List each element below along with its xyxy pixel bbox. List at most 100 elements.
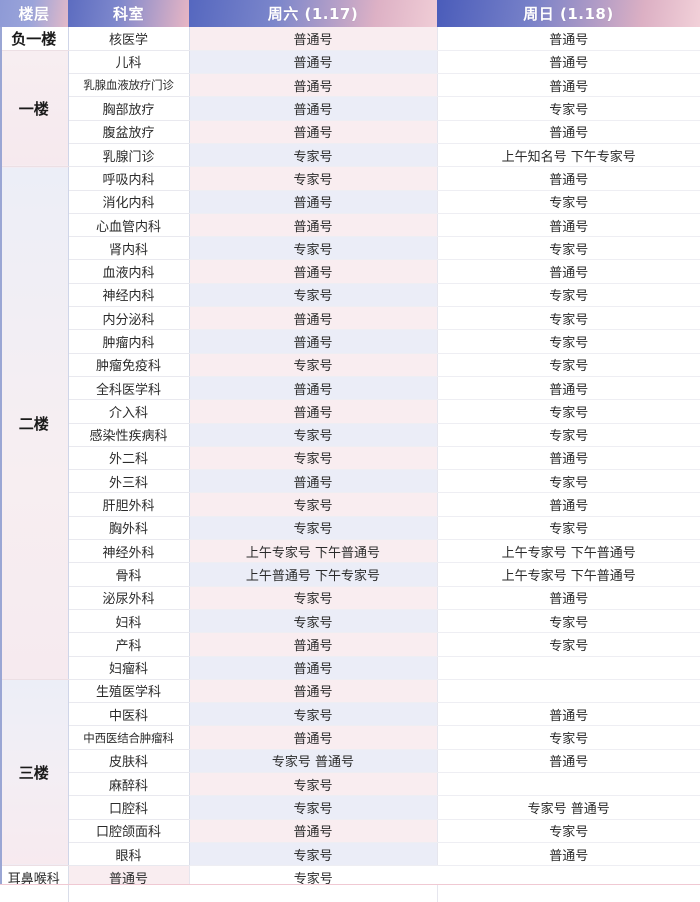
sunday-availability-cell [437,679,700,704]
department-name-cell: 乳腺血液放疗门诊 [68,73,190,98]
table-row: 血液内科 普通号 普通号 [0,259,700,284]
table-row: 一楼 儿科 普通号 普通号 [0,50,700,168]
saturday-availability-cell: 专家号 [189,772,438,797]
saturday-availability-cell: 专家号 [189,283,438,308]
sunday-availability-cell: 普通号 [437,702,700,727]
saturday-availability-cell: 专家号 [189,423,438,447]
saturday-availability-cell: 上午普通号 下午专家号 [189,562,438,587]
table-row: 妇瘤科 普通号 [0,656,700,680]
department-name-cell: 口腔科 [68,795,190,820]
department-name-cell: 外二科 [68,446,190,471]
sunday-availability-cell: 普通号 [437,376,700,401]
department-name-cell: 妇瘤科 [68,656,190,680]
table-row: 泌尿外科 专家号 普通号 [0,586,700,610]
department-name-cell: 心血管内科 [68,213,190,238]
department-name-cell: 眼科 [68,842,190,867]
saturday-availability-cell: 普通号 [189,725,438,750]
table-row: 眼科 专家号 普通号 [0,842,700,867]
sunday-availability-cell: 上午专家号 下午普通号 [437,539,700,564]
table-row: 感染性疾病科 专家号 专家号 [0,423,700,447]
department-name-cell: 内分泌科 [68,306,190,331]
sunday-availability-cell: 普通号 [437,27,700,51]
department-name-cell: 骨科 [68,562,190,587]
sunday-availability-cell: 专家号 [437,609,700,634]
table-row: 介入科 普通号 专家号 [0,399,700,424]
sunday-availability-cell: 普通号 [437,749,700,774]
sunday-availability-cell: 上午专家号 下午普通号 [437,562,700,587]
saturday-availability-cell: 普通号 [189,96,438,121]
saturday-availability-cell: 普通号 [68,865,190,890]
table-row: 口腔颌面科 普通号 专家号 [0,819,700,843]
saturday-availability-cell: 专家号 普通号 [189,749,438,774]
table-row: 腹盆放疗 普通号 普通号 [0,120,700,144]
sunday-availability-cell: 专家号 [437,725,700,750]
floor-group-label: 一楼 [0,50,69,168]
department-name-cell: 腹盆放疗 [68,120,190,144]
table-row: 肿瘤内科 普通号 专家号 [0,329,700,354]
sunday-availability-cell: 专家号 [437,399,700,424]
sunday-availability-cell: 专家号 [437,306,700,331]
column-header-department: 科室 [68,0,189,27]
table-row: 胸外科 专家号 专家号 [0,516,700,541]
tail-department-cell [68,885,191,902]
table-header: 楼层 科室 周六 (1.17) 周日 (1.18) [0,0,700,27]
department-name-cell: 中医科 [68,702,190,727]
department-name-cell: 呼吸内科 [68,166,190,191]
column-header-saturday: 周六 (1.17) [189,0,437,27]
saturday-availability-cell: 专家号 [189,702,438,727]
saturday-availability-cell: 普通号 [189,50,438,75]
header-row: 楼层 科室 周六 (1.17) 周日 (1.18) [0,0,700,27]
department-name-cell: 外三科 [68,469,190,494]
department-name-cell: 肿瘤免疫科 [68,353,190,377]
floor-group-label: 三楼 [0,679,69,867]
sunday-availability-cell: 专家号 [437,353,700,377]
department-name-cell: 中西医结合肿瘤科 [68,725,190,750]
sunday-availability-cell: 专家号 [437,632,700,657]
table-row: 负一楼 核医学 普通号 普通号 [0,27,700,51]
saturday-availability-cell: 普通号 [189,376,438,401]
table-row: 口腔科 专家号 专家号 普通号 [0,795,700,820]
department-name-cell: 皮肤科 [68,749,190,774]
saturday-availability-cell: 普通号 [189,73,438,98]
sunday-availability-cell: 普通号 [437,492,700,517]
sunday-availability-cell: 专家号 [437,190,700,214]
table-row: 胸部放疗 普通号 专家号 [0,96,700,121]
saturday-availability-cell: 专家号 [189,446,438,471]
sunday-availability-cell: 普通号 [437,213,700,238]
table-body: 负一楼 核医学 普通号 普通号 一楼 儿科 普通号 普通号 乳腺血液放疗门诊 普通号 普通号 胸部放疗… [0,27,700,890]
saturday-availability-cell: 专家号 [189,492,438,517]
table-row: 肾内科 专家号 专家号 [0,236,700,261]
saturday-availability-cell: 普通号 [189,469,438,494]
sunday-availability-cell: 专家号 [437,819,700,843]
department-name-cell: 肾内科 [68,236,190,261]
saturday-availability-cell: 专家号 [189,143,438,168]
sunday-availability-cell: 普通号 [437,73,700,98]
department-name-cell: 胸外科 [68,516,190,541]
saturday-availability-cell: 专家号 [189,236,438,261]
saturday-availability-cell: 普通号 [189,399,438,424]
saturday-availability-cell: 普通号 [189,656,438,680]
sunday-availability-cell: 普通号 [437,120,700,144]
saturday-availability-cell: 专家号 [189,166,438,191]
table-row: 消化内科 普通号 专家号 [0,190,700,214]
table-row: 乳腺门诊 专家号 上午知名号 下午专家号 [0,143,700,168]
saturday-availability-cell: 普通号 [189,213,438,238]
table-row: 乳腺血液放疗门诊 普通号 普通号 [0,73,700,98]
saturday-availability-cell: 上午专家号 下午普通号 [189,539,438,564]
sunday-availability-cell [437,772,700,797]
table-row: 肝胆外科 专家号 普通号 [0,492,700,517]
table-bottom-border [0,884,700,885]
table-row: 三楼 生殖医学科普通号 [0,679,700,867]
saturday-availability-cell: 普通号 [189,329,438,354]
sunday-availability-cell [437,656,700,680]
sunday-availability-cell: 专家号 [437,423,700,447]
department-name-cell: 胸部放疗 [68,96,190,121]
saturday-availability-cell: 普通号 [189,632,438,657]
table-row: 妇科 专家号 专家号 [0,609,700,634]
table-row: 二楼 呼吸内科 专家号 普通号 [0,166,700,680]
department-name-cell: 麻醉科 [68,772,190,797]
department-name-cell: 妇科 [68,609,190,634]
table-row: 中医科 专家号 普通号 [0,702,700,727]
sunday-availability-cell: 专家号 [189,865,437,890]
department-name-cell: 生殖医学科 [68,679,190,704]
